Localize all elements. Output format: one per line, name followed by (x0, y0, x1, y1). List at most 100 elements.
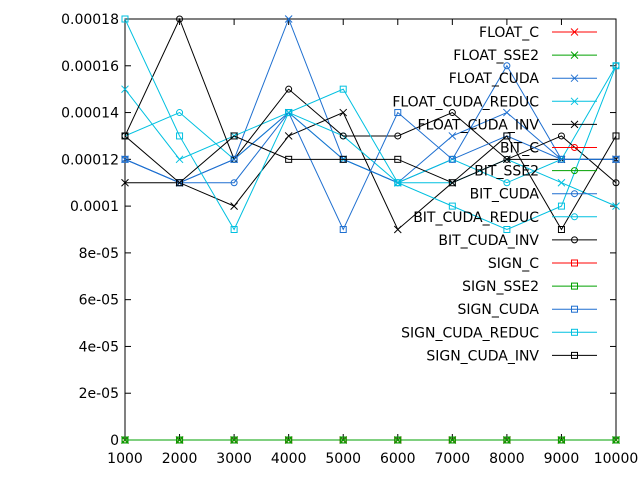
data-point (121, 132, 129, 140)
data-point (557, 178, 566, 187)
data-point (339, 436, 347, 444)
data-point (176, 109, 184, 117)
series-line (124, 135, 617, 231)
series-float-cuda (121, 15, 620, 187)
data-point (393, 225, 402, 234)
legend-entry: BIT_CUDA_REDUC (413, 210, 597, 226)
data-point (448, 202, 456, 210)
data-point (176, 179, 184, 187)
legend-label: SIGN_CUDA_REDUC (401, 325, 539, 341)
legend-entry: FLOAT_CUDA_REDUC (392, 94, 597, 110)
legend-entry: BIT_SSE2 (474, 164, 597, 180)
series-layer (121, 15, 620, 444)
legend-marker (571, 236, 578, 244)
data-point (284, 132, 293, 140)
data-point (448, 436, 456, 444)
data-point (176, 15, 184, 23)
series-line (124, 111, 616, 231)
data-point (394, 155, 402, 163)
data-point (175, 155, 184, 164)
data-point (230, 132, 238, 140)
data-point (612, 62, 620, 70)
data-point (230, 179, 238, 187)
data-point-stroke (448, 132, 457, 140)
data-point (230, 202, 238, 210)
legend-entry: SIGN_CUDA_INV (426, 348, 597, 364)
legend-entry: FLOAT_SSE2 (453, 48, 597, 64)
legend-label: FLOAT_CUDA (449, 71, 540, 87)
data-point (557, 132, 565, 140)
data-point (503, 226, 511, 233)
legend-entry: FLOAT_C (479, 25, 597, 41)
legend-marker (570, 97, 579, 106)
data-point (503, 179, 511, 187)
data-point (394, 132, 402, 140)
axes: 0 2e-05 4e-05 6e-05 8e-05 0.0001 0.00012 0.0001… (61, 12, 638, 467)
legend-marker (571, 190, 578, 198)
data-point (394, 179, 402, 187)
data-point (612, 155, 620, 163)
data-point (176, 436, 184, 444)
y-tick-label: 0.00018 (61, 12, 119, 28)
legend-marker-stroke (570, 51, 579, 59)
legend-marker-stroke (570, 74, 579, 83)
data-point (503, 155, 511, 163)
data-point-stroke (557, 178, 566, 187)
data-point (176, 132, 184, 140)
data-point (285, 436, 293, 444)
data-point-stroke (284, 15, 293, 23)
data-point (557, 226, 565, 233)
data-point (448, 179, 456, 187)
legend-marker (571, 167, 578, 175)
legend-entry: SIGN_C (488, 256, 597, 272)
data-point (448, 109, 456, 117)
data-point (557, 155, 565, 163)
legend-label: SIGN_C (488, 256, 539, 272)
legend-label: SIGN_SSE2 (462, 279, 539, 295)
data-point (394, 109, 402, 117)
data-point (339, 85, 347, 93)
legend-marker (570, 51, 579, 59)
series-sign-cuda (121, 109, 620, 233)
data-point-stroke (121, 178, 129, 187)
x-tick-label: 9000 (544, 451, 580, 467)
legend-entry: SIGN_CUDA (458, 302, 597, 318)
data-point (230, 226, 238, 233)
y-tick-label: 0.00012 (61, 152, 119, 168)
data-point-stroke (121, 85, 129, 94)
legend-entry: BIT_C (500, 141, 597, 157)
y-tick-label: 0 (110, 433, 119, 449)
legend-label: FLOAT_C (479, 25, 539, 41)
series-line (124, 17, 616, 184)
data-point (339, 226, 347, 233)
legend-label: BIT_C (500, 141, 539, 157)
legend-entry: BIT_CUDA (470, 187, 597, 203)
data-point (503, 132, 511, 140)
data-point (339, 132, 347, 140)
legend-marker (570, 28, 579, 36)
data-point-stroke (503, 108, 511, 117)
data-point (612, 179, 620, 187)
x-tick-label: 1000 (107, 451, 143, 467)
data-point-stroke (284, 132, 293, 140)
y-tick-label: 6e-05 (79, 293, 119, 309)
series-line (124, 64, 616, 184)
x-tick-label: 3000 (216, 451, 252, 467)
data-point-stroke (230, 202, 238, 210)
data-point (612, 202, 620, 210)
legend-label: SIGN_CUDA_INV (426, 348, 539, 364)
data-point (285, 85, 293, 93)
legend-marker (571, 213, 578, 221)
x-tick-label: 2000 (162, 451, 198, 467)
data-point-stroke (612, 202, 620, 210)
legend-marker (570, 120, 579, 129)
data-point (394, 436, 402, 444)
x-tick-label: 10000 (594, 451, 639, 467)
series-sign-cuda-inv (121, 132, 620, 233)
series-line (124, 88, 617, 207)
y-tick-label: 4e-05 (79, 339, 119, 355)
data-point (557, 436, 565, 444)
data-point (503, 62, 511, 70)
legend-label: FLOAT_CUDA_REDUC (392, 94, 539, 110)
legend-label: BIT_SSE2 (474, 164, 539, 180)
